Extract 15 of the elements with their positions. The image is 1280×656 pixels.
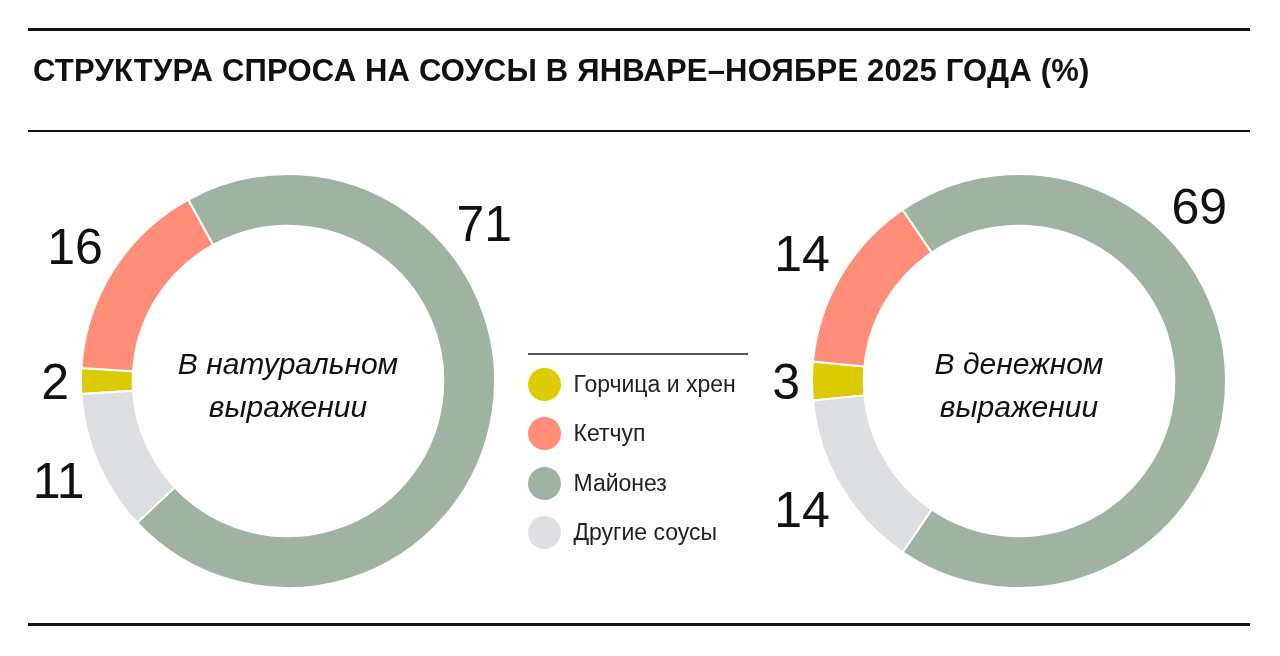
data-label: 14	[774, 225, 830, 282]
slice-label: В натуральном выражении	[176, 346, 400, 426]
data-label: 71	[456, 196, 513, 253]
slice-label: В денежном выражении	[933, 346, 1105, 426]
legend-label: Другие соусы	[573, 519, 718, 547]
legend-label: Майонез	[573, 469, 667, 497]
data-label: 2	[41, 354, 69, 410]
data-label: 11	[32, 453, 85, 510]
legend-label: Горчица и хрен	[573, 371, 736, 399]
data-label: 14	[774, 482, 830, 539]
data-label: 69	[1171, 178, 1228, 235]
chart-title: СТРУКТУРА СПРОСА НА СОУСЫ В ЯНВАРЕ–НОЯБРЕ 2025 ГОДА (%)	[33, 53, 1090, 89]
legend-label: Кетчуп	[573, 420, 646, 448]
data-label: 16	[47, 218, 103, 275]
data-label: 3	[772, 354, 800, 410]
